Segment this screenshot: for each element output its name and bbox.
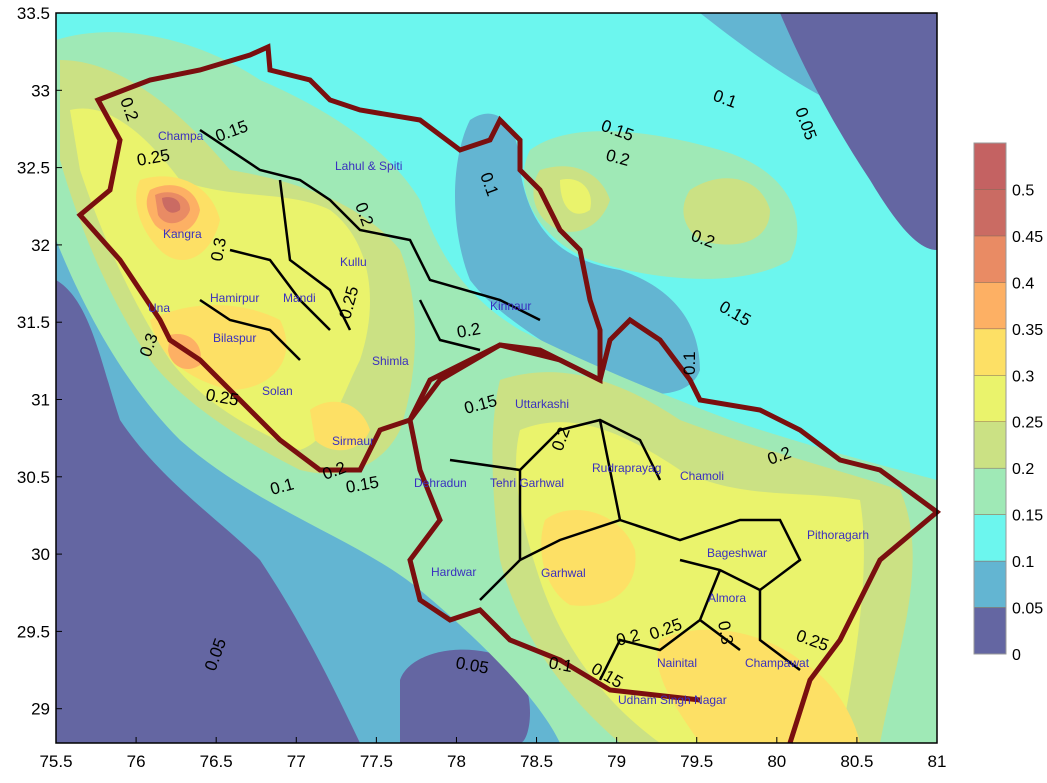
- y-tick-label: 30: [31, 545, 50, 564]
- contour-label: 0.3: [714, 619, 737, 646]
- x-tick-label: 76: [127, 752, 146, 771]
- district-boundaries: [199, 128, 802, 681]
- district-label: Sirmaur: [332, 434, 374, 448]
- himachal-boundary: [76, 43, 603, 473]
- colorbar-swatch: [973, 421, 1007, 469]
- x-tick-label: 78.5: [520, 752, 553, 771]
- y-tick-label: 29: [31, 700, 50, 719]
- colorbar-label: 0.3: [1012, 368, 1034, 385]
- district-label: Solan: [262, 384, 293, 398]
- district-label: Garhwal: [541, 566, 586, 580]
- x-tick-label: 80: [767, 752, 786, 771]
- colorbar-label: 0.45: [1012, 229, 1043, 246]
- plot-frame: [55, 12, 938, 744]
- district-label: Bilaspur: [213, 331, 256, 345]
- uttarakhand-boundary: [407, 316, 942, 744]
- colorbar-label: 0.5: [1012, 182, 1034, 199]
- district-label: Mandi: [283, 291, 316, 305]
- colorbar-label: 0.4: [1012, 275, 1034, 292]
- colorbar-label: 0.35: [1012, 322, 1043, 339]
- x-tick-label: 77.5: [360, 752, 393, 771]
- district-label: Champawat: [745, 656, 810, 670]
- x-tick-label: 77: [287, 752, 306, 771]
- colorbar-label: 0.25: [1012, 415, 1043, 432]
- contour-label: 0.3: [207, 236, 230, 263]
- colorbar-swatch: [973, 514, 1007, 562]
- y-tick-label: 29.5: [17, 622, 50, 641]
- district-label: Nainital: [657, 656, 697, 670]
- district-label: Shimla: [372, 354, 409, 368]
- colorbar-swatch: [973, 467, 1007, 515]
- x-tick-label: 79: [607, 752, 626, 771]
- district-label: Una: [148, 301, 170, 315]
- district-label: Dehradun: [414, 476, 467, 490]
- fill-0.2-0.25: [683, 178, 770, 245]
- x-tick-label: 76.5: [200, 752, 233, 771]
- colorbar-swatch: [973, 607, 1007, 655]
- colorbar-label: 0: [1012, 647, 1021, 664]
- district-label: Almora: [708, 591, 746, 605]
- y-tick-label: 32.5: [17, 159, 50, 178]
- colorbar-label: 0.2: [1012, 461, 1034, 478]
- y-tick-label: 33: [31, 81, 50, 100]
- fill-0.3-0.35: [310, 401, 370, 451]
- x-tick-label: 79.5: [680, 752, 713, 771]
- colorbar-label: 0.05: [1012, 601, 1043, 618]
- x-axis: 75.5 76 76.5 77 77.5 78 78.5 79 79.5 80 80.5 81: [39, 737, 946, 771]
- contour-label: 0.1: [680, 351, 699, 375]
- district-label: Hardwar: [431, 565, 476, 579]
- district-label: Chamoli: [680, 469, 724, 483]
- fill-0.45-0.5: [162, 197, 181, 213]
- district-label: Champa: [158, 129, 204, 143]
- district-label: Kangra: [163, 227, 202, 241]
- district-label: Kullu: [340, 255, 367, 269]
- district-label: Pithoragarh: [807, 528, 869, 542]
- district-label: Uttarkashi: [515, 397, 569, 411]
- y-tick-label: 32: [31, 236, 50, 255]
- district-label: Tehri Garhwal: [490, 476, 564, 490]
- x-tick-label: 75.5: [39, 752, 72, 771]
- district-label: Kinnaur: [490, 299, 531, 313]
- y-tick-label: 33.5: [17, 4, 50, 23]
- fill-0.3-0.35: [541, 510, 636, 606]
- y-axis: 33.5 33 32.5 32 31.5 31 30.5 30 29.5 29: [17, 4, 62, 719]
- district-label: Bageshwar: [707, 546, 767, 560]
- colorbar-label: 0.15: [1012, 508, 1043, 525]
- colorbar-label: 0.1: [1012, 554, 1034, 571]
- colorbar-swatch: [973, 142, 1007, 190]
- colorbar-swatch: [973, 328, 1007, 376]
- fill-0-0.05: [400, 649, 530, 743]
- state-boundaries: [76, 43, 942, 744]
- y-tick-label: 30.5: [17, 468, 50, 487]
- x-tick-label: 80.5: [840, 752, 873, 771]
- district-label: Rudraprayag: [592, 461, 661, 475]
- district-label: Lahul & Spiti: [335, 159, 402, 173]
- fill-0.3-0.35: [657, 629, 860, 743]
- district-labels: Champa Lahul & Spiti Kangra Kullu Mandi Hamir…: [148, 129, 869, 707]
- district-label: Hamirpur: [210, 291, 259, 305]
- district-label: Udham Singh Nagar: [618, 693, 727, 707]
- fill-0-0.05: [56, 280, 360, 743]
- colorbar: 0 0.05 0.1 0.15 0.2 0.25 0.3 0.35 0.4 0.45 0.5: [973, 142, 1043, 664]
- colorbar-swatch: [973, 375, 1007, 422]
- x-tick-label: 81: [928, 752, 947, 771]
- fill-0.25-0.3: [560, 179, 591, 214]
- y-tick-label: 31: [31, 391, 50, 410]
- colorbar-swatch: [973, 282, 1007, 330]
- x-tick-label: 78: [447, 752, 466, 771]
- colorbar-swatch: [973, 235, 1007, 283]
- contour-label: 0.2: [455, 319, 482, 342]
- contour-label: 0.1: [547, 653, 574, 676]
- colorbar-swatch: [973, 189, 1007, 237]
- fill-0-0.05: [780, 13, 937, 250]
- colorbar-swatch: [973, 560, 1007, 608]
- colorbar-frame: [973, 142, 1007, 655]
- y-tick-label: 31.5: [17, 313, 50, 332]
